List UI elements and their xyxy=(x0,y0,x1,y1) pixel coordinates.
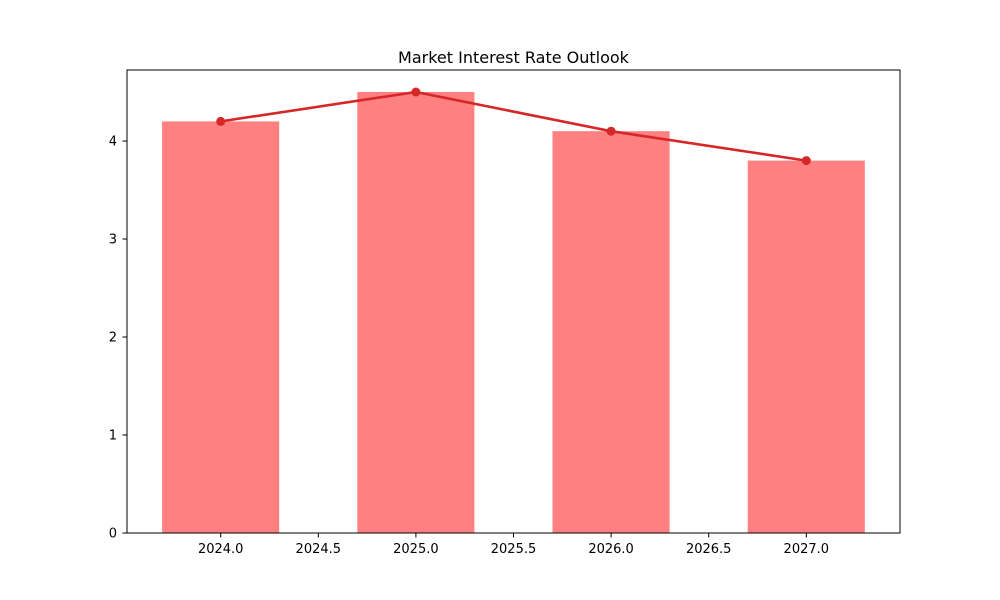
x-tick-label: 2024.0 xyxy=(198,542,244,557)
x-tick-label: 2025.5 xyxy=(491,542,537,557)
bar-2025 xyxy=(357,92,475,533)
trend-line xyxy=(220,90,807,162)
x-tick-label: 2026.0 xyxy=(588,542,634,557)
data-point-2025 xyxy=(411,87,421,97)
chart-title: Market Interest Rate Outlook xyxy=(398,48,629,67)
bar-2024 xyxy=(162,121,280,534)
y-tick-label: 1 xyxy=(109,429,117,444)
x-tick-label: 2027.0 xyxy=(784,542,830,557)
x-tick-label: 2026.5 xyxy=(686,542,732,557)
data-point-2027 xyxy=(801,156,811,166)
data-point-2024 xyxy=(216,116,226,126)
bar-2027 xyxy=(747,160,865,533)
x-tick-label: 2025.0 xyxy=(393,542,439,557)
y-tick-label: 0 xyxy=(109,527,117,542)
x-tick-label: 2024.5 xyxy=(296,542,342,557)
y-tick-label: 2 xyxy=(109,331,117,346)
y-tick-label: 3 xyxy=(109,233,117,248)
bar-2026 xyxy=(552,131,670,533)
data-point-2026 xyxy=(606,126,616,136)
y-tick-label: 4 xyxy=(109,135,117,150)
